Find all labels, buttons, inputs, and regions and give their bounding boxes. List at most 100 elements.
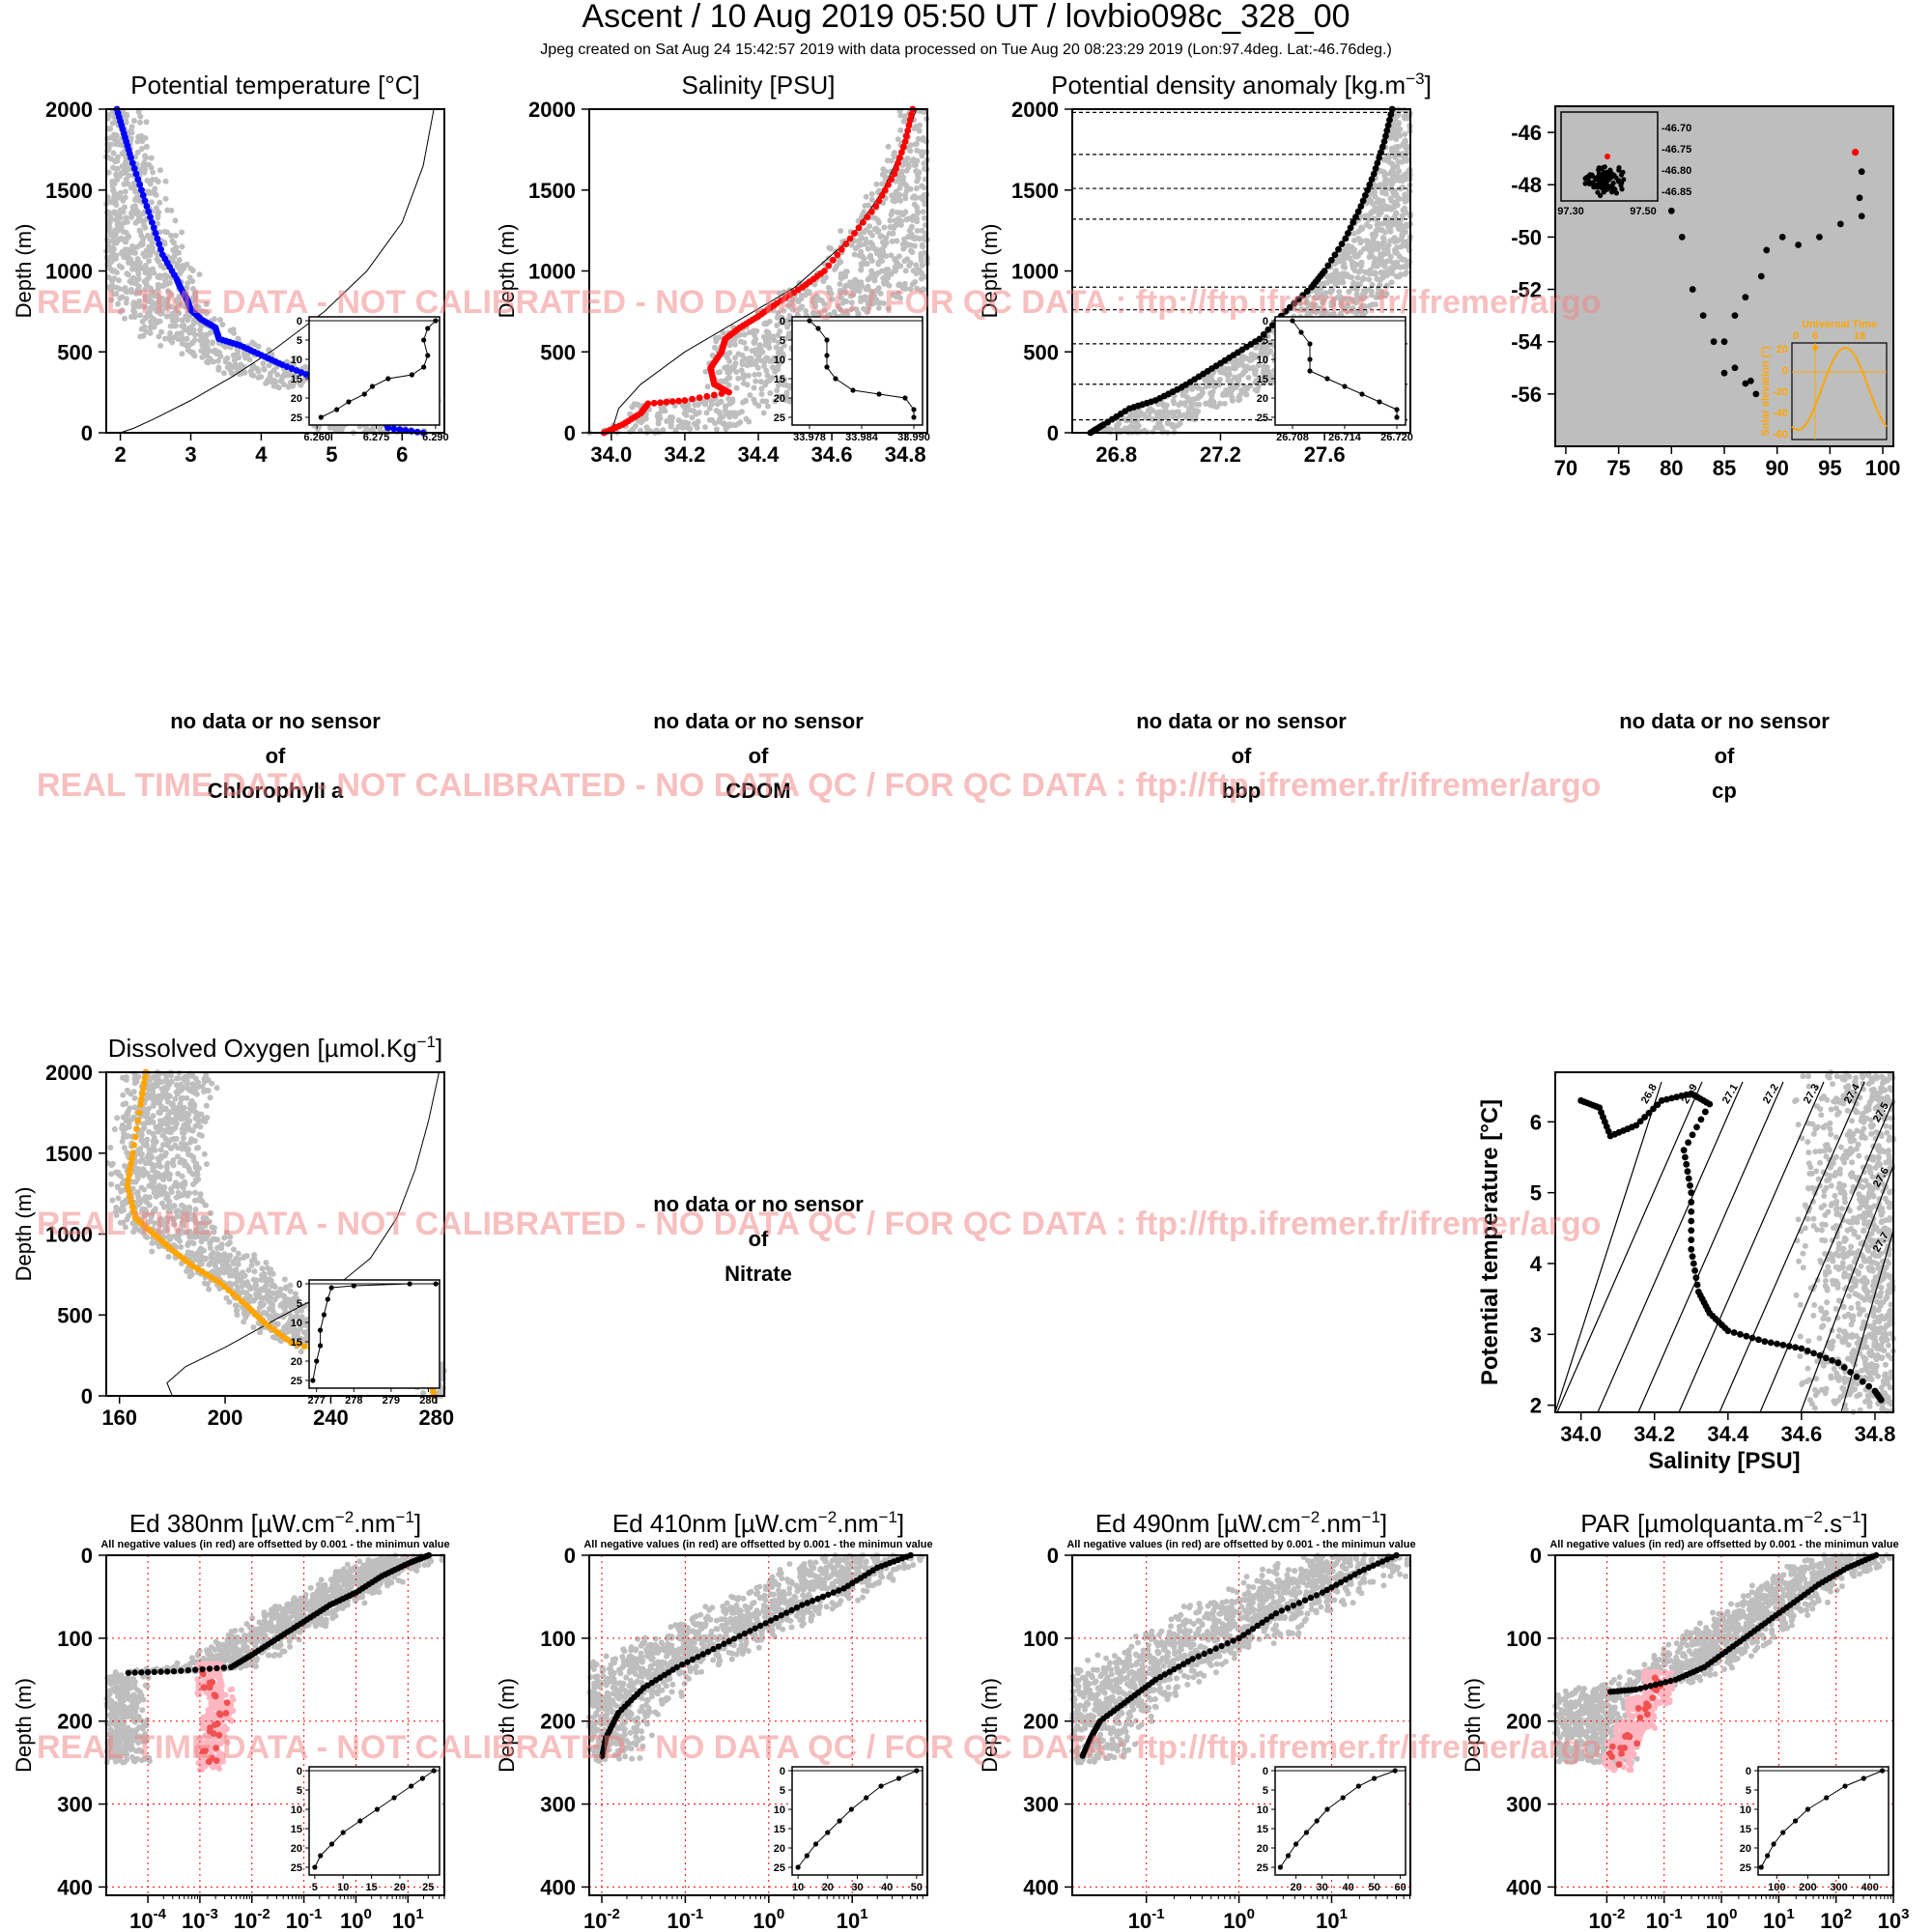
sal-historic-point <box>752 399 758 406</box>
dens-historic-point <box>1222 366 1229 373</box>
sal-historic-point <box>881 242 888 249</box>
temp-historic-point <box>115 300 122 307</box>
temp-xtick-label: 6 <box>396 442 408 467</box>
dens-historic-point <box>1391 131 1398 138</box>
dens-profile-point <box>1327 256 1335 264</box>
temp-historic-point <box>143 119 150 126</box>
dens-xtick-label: 26.8 <box>1095 442 1137 467</box>
oxy-historic-point <box>115 1195 122 1202</box>
temp-historic-point <box>222 356 229 363</box>
temp-historic-point <box>148 199 155 206</box>
dens-historic-point <box>1389 260 1396 267</box>
temp-historic-point <box>220 370 227 377</box>
sal-historic-point <box>883 253 890 260</box>
temp-historic-point <box>148 155 155 161</box>
temp-historic-point <box>146 297 153 303</box>
sal-profile-point <box>825 262 833 270</box>
temp-historic-point <box>132 290 139 297</box>
temp-historic-point <box>126 259 132 266</box>
sal-historic-point <box>896 185 903 191</box>
temp-xtick-label: 2 <box>114 442 126 467</box>
sal-historic-point <box>858 267 865 273</box>
sal-historic-point <box>668 423 674 430</box>
sal-historic-point <box>744 362 751 369</box>
sal-historic-point <box>913 234 920 241</box>
dens-historic-point <box>1215 380 1222 386</box>
temp-historic-point <box>289 359 296 366</box>
temp-historic-point <box>142 161 149 168</box>
oxy-historic-point <box>121 1144 128 1151</box>
temp-historic-point <box>109 199 116 206</box>
temp-historic-point <box>206 348 213 355</box>
dens-inset-point <box>1298 329 1304 335</box>
dens-inset-point <box>1377 399 1382 405</box>
sal-historic-point <box>745 372 752 379</box>
dens-historic-point <box>1243 384 1250 391</box>
oxy-historic-point <box>202 1119 209 1125</box>
sal-historic-point <box>724 354 730 360</box>
dens-ytick-label: 0 <box>1047 421 1059 445</box>
dens-historic-point <box>1222 390 1229 397</box>
dens-historic-point <box>1403 270 1409 276</box>
temp-historic-point <box>161 241 168 247</box>
sal-historic-point <box>727 422 734 429</box>
temp-historic-point <box>249 365 256 372</box>
dens-historic-point <box>1340 264 1347 270</box>
sal-historic-point <box>897 127 904 133</box>
temp-historic-point <box>204 331 211 338</box>
dens-historic-point <box>1390 166 1397 173</box>
oxy-historic-point <box>185 1192 191 1199</box>
sal-historic-point <box>739 357 746 364</box>
sal-historic-point <box>889 208 895 214</box>
temp-historic-point <box>176 266 183 272</box>
sal-historic-point <box>868 196 875 203</box>
temp-historic-point <box>162 178 169 185</box>
oxy-historic-point <box>135 1147 142 1153</box>
temp-historic-point <box>153 205 159 212</box>
dens-inset-point <box>1394 414 1400 420</box>
sal-historic-point <box>753 378 759 384</box>
dens-historic-point <box>1195 408 1202 414</box>
sal-historic-point <box>881 224 888 231</box>
oxy-historic-point <box>181 1129 187 1136</box>
oxy-historic-point <box>213 1085 220 1092</box>
temp-historic-point <box>219 322 226 328</box>
oxy-historic-point <box>139 1156 146 1163</box>
temp-historic-point <box>216 317 223 324</box>
oxy-historic-point <box>270 1282 277 1289</box>
dens-historic-point <box>1376 244 1382 251</box>
oxy-historic-point <box>168 1078 175 1085</box>
sal-ytick-label: 1500 <box>528 179 576 203</box>
temp-inset-point <box>425 353 431 358</box>
oxy-historic-point <box>207 1094 213 1101</box>
temp-historic-point <box>139 146 146 153</box>
temp-historic-point <box>146 258 153 265</box>
temp-historic-point <box>130 118 137 125</box>
sal-historic-point <box>882 174 889 181</box>
sal-historic-point <box>715 369 722 376</box>
dens-ytick-label: 2000 <box>1011 98 1059 122</box>
temp-historic-point <box>160 265 167 271</box>
sal-historic-point <box>858 236 865 242</box>
dens-historic-point <box>1400 184 1406 190</box>
dens-inset-ytick-label: 25 <box>1257 412 1268 424</box>
temp-ylabel: Depth (m) <box>12 224 36 319</box>
temp-inset-point <box>361 391 367 397</box>
temp-historic-point <box>165 296 172 302</box>
temp-historic-point <box>123 296 129 302</box>
temp-historic-point <box>266 362 272 369</box>
temp-historic-point <box>135 275 142 282</box>
sal-historic-point <box>910 268 917 274</box>
oxy-historic-point <box>203 1255 210 1262</box>
sal-profile-point <box>842 241 850 247</box>
sal-historic-point <box>908 224 915 231</box>
temp-historic-point <box>122 188 128 195</box>
oxy-historic-point <box>150 1167 156 1174</box>
temp-ytick-label: 1500 <box>45 179 93 203</box>
temp-historic-point <box>121 204 128 211</box>
temp-historic-point <box>130 301 137 308</box>
temp-historic-point <box>113 217 120 224</box>
temp-historic-point <box>179 317 185 324</box>
temp-historic-point <box>275 384 282 391</box>
